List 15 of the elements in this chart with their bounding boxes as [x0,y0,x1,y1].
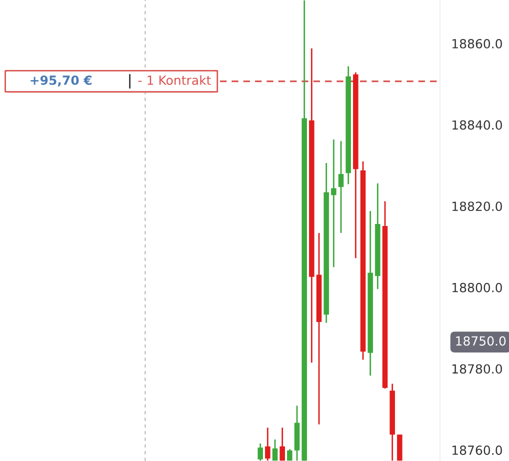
text: 18750.0 [456,336,506,346]
y-tick-label: 18800.0 [452,282,502,292]
y-tick-label: 18820.0 [452,202,502,212]
candlestick [272,438,278,461]
candlestick [338,140,344,234]
candlestick [265,426,270,461]
y-tick-label: 18860.0 [452,38,502,48]
y-tick-label: 18780.0 [452,364,502,374]
ref-line-label: - 1 Kontrakt [138,75,211,85]
candlestick [331,138,336,268]
y-tick-label: 18840.0 [452,120,502,130]
candlestick [258,442,263,461]
y-tick-label: 18760.0 [452,445,502,455]
annotation: +95,70 € [30,75,92,87]
candlestick [280,426,285,461]
